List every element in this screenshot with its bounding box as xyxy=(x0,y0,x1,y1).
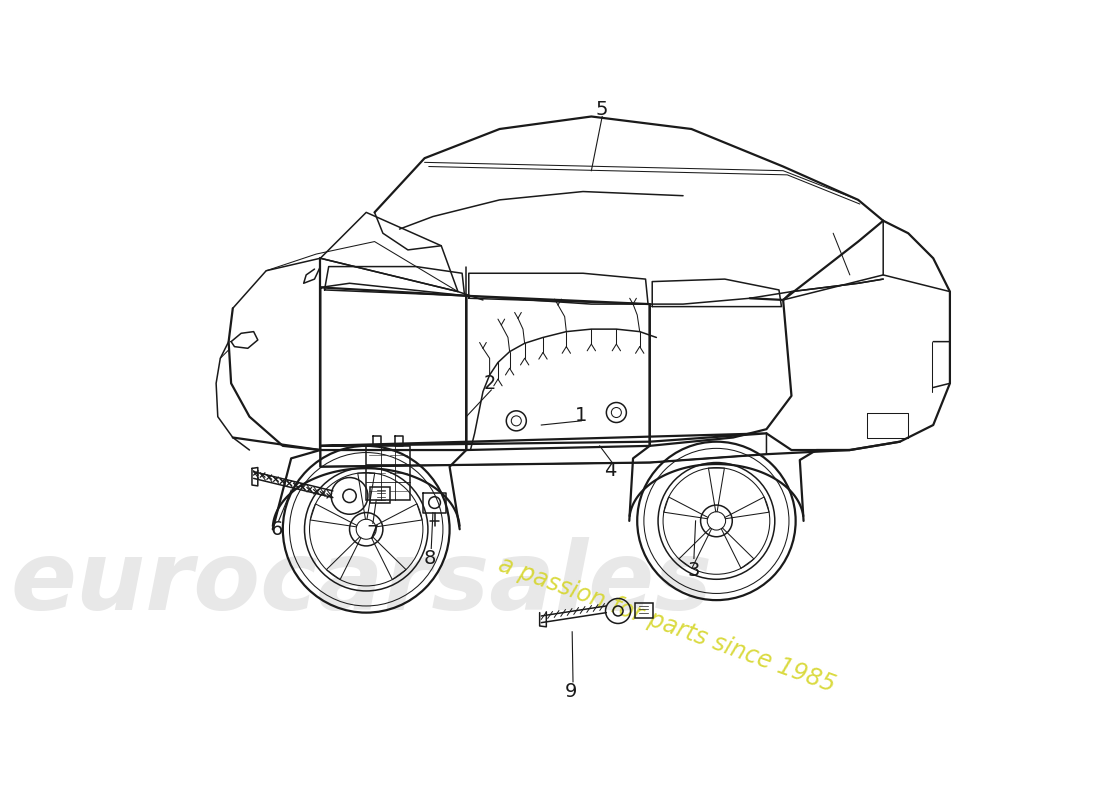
Bar xyxy=(635,602,653,618)
Text: a passion for parts since 1985: a passion for parts since 1985 xyxy=(495,553,838,698)
Text: 5: 5 xyxy=(596,100,608,119)
Text: 8: 8 xyxy=(424,549,436,568)
Text: 3: 3 xyxy=(688,561,700,580)
Text: 4: 4 xyxy=(604,462,617,480)
Text: 6: 6 xyxy=(271,520,283,538)
Text: 1: 1 xyxy=(575,406,587,425)
Text: 9: 9 xyxy=(565,682,578,702)
Bar xyxy=(371,486,390,503)
Text: eurocarsales: eurocarsales xyxy=(11,537,713,630)
Text: 7: 7 xyxy=(366,524,379,543)
Text: 2: 2 xyxy=(483,374,496,393)
Bar xyxy=(366,446,409,500)
